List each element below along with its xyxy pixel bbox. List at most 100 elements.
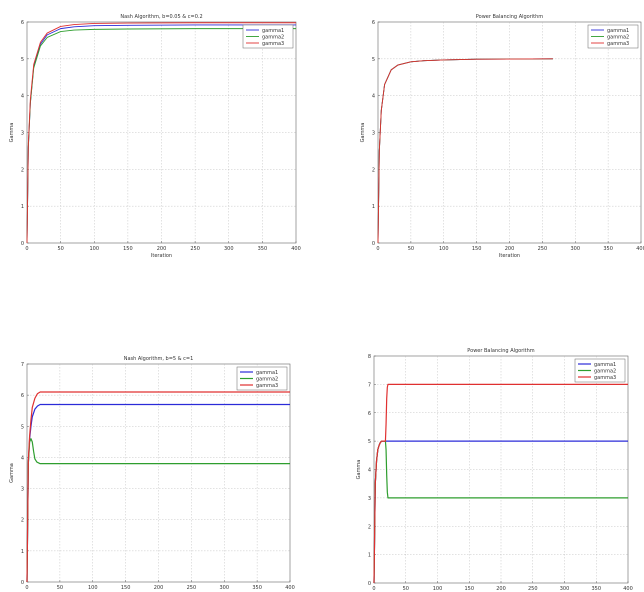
x-tick-label: 0 — [376, 246, 379, 252]
y-tick-label: 4 — [372, 94, 375, 100]
y-tick-label: 1 — [372, 204, 375, 210]
legend-box — [574, 358, 626, 383]
x-axis-label: Iteration — [499, 253, 520, 259]
chart-title: Power Balancing Algorithm — [476, 14, 544, 20]
y-tick-label: 4 — [21, 455, 24, 461]
x-tick-label: 100 — [89, 246, 99, 252]
y-tick-label: 5 — [21, 424, 24, 430]
x-axis-label: Iteration — [151, 253, 172, 259]
legend-label: gamma2 — [256, 377, 278, 383]
x-tick-label: 350 — [258, 246, 268, 252]
x-tick-label: 250 — [187, 585, 197, 591]
series-line-gamma3 — [377, 58, 553, 244]
y-tick-label: 7 — [368, 382, 371, 388]
x-tick-label: 300 — [560, 586, 570, 592]
y-tick-label: 2 — [21, 167, 24, 173]
y-tick-label: 0 — [21, 580, 24, 586]
legend-label: gamma1 — [256, 370, 278, 376]
chart-4: 0 50 100 150 200 250 300 350 400 0 1 2 3 4 5 6 7 8 Power B… — [356, 348, 633, 592]
legend-label: gamma2 — [594, 369, 616, 375]
legend-label: gamma3 — [594, 375, 616, 381]
y-axis-label: Gamma — [9, 123, 15, 143]
x-tick-label: 150 — [121, 585, 131, 591]
x-tick-label: 150 — [472, 246, 482, 252]
legend-box — [242, 24, 294, 49]
x-tick-label: 300 — [224, 246, 234, 252]
legend-label: gamma3 — [262, 41, 284, 47]
x-tick-label: 50 — [408, 246, 414, 252]
y-tick-label: 2 — [21, 518, 24, 524]
y-tick-label: 5 — [368, 439, 371, 445]
legend-box — [587, 24, 639, 49]
chart-title: Power Balancing Algorithm — [467, 348, 535, 354]
y-tick-label: 4 — [21, 94, 24, 100]
y-tick-label: 0 — [21, 241, 24, 247]
x-tick-label: 100 — [88, 585, 98, 591]
y-tick-label: 0 — [372, 241, 375, 247]
y-axis-label: Gamma — [9, 463, 15, 483]
series-line-gamma3 — [26, 391, 290, 583]
legend-label: gamma1 — [594, 362, 616, 368]
y-tick-label: 8 — [368, 354, 371, 360]
chart-3: 0 50 100 150 200 250 300 350 400 0 1 2 3 4 5 6 7 Nash Alg… — [9, 356, 295, 591]
chart-2: 0 50 100 150 200 250 300 350 400 0 1 2 3 4 5 6 Power Bal… — [360, 14, 644, 259]
x-tick-label: 150 — [123, 246, 133, 252]
x-tick-label: 250 — [190, 246, 200, 252]
y-tick-label: 2 — [368, 524, 371, 530]
y-tick-label: 5 — [21, 57, 24, 63]
y-tick-label: 5 — [372, 57, 375, 63]
x-tick-label: 350 — [603, 246, 613, 252]
y-tick-label: 3 — [368, 496, 371, 502]
y-tick-label: 3 — [372, 131, 375, 137]
x-tick-label: 300 — [219, 585, 229, 591]
legend-label: gamma3 — [256, 383, 278, 389]
y-tick-label: 1 — [21, 204, 24, 210]
y-tick-label: 7 — [21, 362, 24, 368]
chart-title: Nash Algorithm, b=5 & c=1 — [124, 356, 194, 362]
y-axis-label: Gamma — [356, 460, 362, 480]
x-tick-label: 400 — [285, 585, 295, 591]
x-tick-label: 50 — [403, 586, 409, 592]
y-tick-label: 2 — [372, 167, 375, 173]
legend-label: gamma2 — [607, 35, 629, 41]
chart-1: 0 50 100 150 200 250 300 350 400 0 1 2 3 4 5 6 Nash Algo… — [9, 14, 301, 259]
y-tick-label: 0 — [368, 581, 371, 587]
x-tick-label: 0 — [25, 246, 28, 252]
x-tick-label: 350 — [591, 586, 601, 592]
x-tick-label: 150 — [464, 586, 474, 592]
y-tick-label: 3 — [21, 487, 24, 493]
chart-title: Nash Algorithm, b=0.05 & c=0.2 — [120, 14, 202, 20]
series-line-gamma3 — [373, 383, 628, 584]
legend-label: gamma1 — [607, 28, 629, 34]
x-tick-label: 50 — [57, 246, 63, 252]
legend-label: gamma3 — [607, 41, 629, 47]
y-tick-label: 6 — [372, 20, 375, 26]
x-tick-label: 0 — [372, 586, 375, 592]
x-tick-label: 250 — [538, 246, 548, 252]
y-tick-label: 6 — [21, 393, 24, 399]
y-axis-label: Gamma — [360, 123, 366, 143]
x-tick-label: 400 — [291, 246, 301, 252]
x-tick-label: 200 — [154, 585, 164, 591]
y-tick-label: 1 — [21, 549, 24, 555]
legend-box — [236, 366, 288, 391]
x-tick-label: 200 — [157, 246, 167, 252]
series-line-gamma3 — [26, 22, 296, 244]
x-tick-label: 50 — [57, 585, 63, 591]
x-tick-label: 250 — [528, 586, 538, 592]
legend-label: gamma2 — [262, 35, 284, 41]
x-tick-label: 200 — [505, 246, 515, 252]
x-tick-label: 300 — [570, 246, 580, 252]
legend-label: gamma1 — [262, 28, 284, 34]
x-tick-label: 350 — [252, 585, 262, 591]
y-tick-label: 6 — [21, 20, 24, 26]
y-tick-label: 1 — [368, 553, 371, 559]
y-tick-label: 6 — [368, 411, 371, 417]
x-tick-label: 100 — [433, 586, 443, 592]
x-tick-label: 0 — [25, 585, 28, 591]
